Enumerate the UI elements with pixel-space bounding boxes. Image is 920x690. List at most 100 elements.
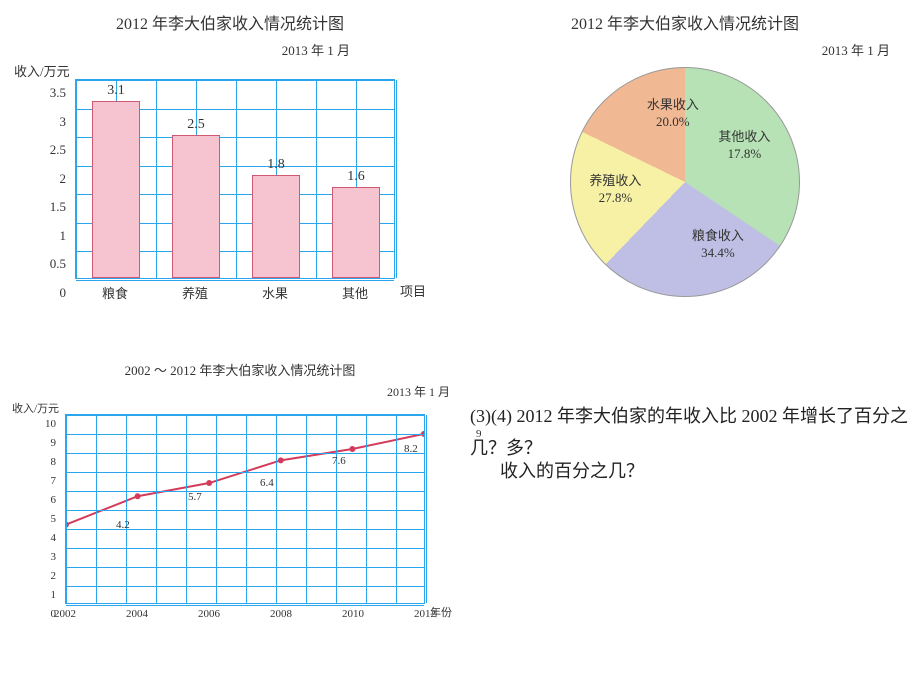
bar-value-label: 1.8 (256, 157, 296, 173)
line-chart-gridline-h (66, 453, 424, 454)
bar-chart-gridline-v (236, 80, 237, 278)
bar-水果 (252, 175, 300, 278)
bar-chart-y-tick-label: 3.5 (20, 85, 66, 101)
line-chart-y-tick-label: 7 (20, 475, 56, 487)
bar-chart-y-tick-label: 3 (20, 114, 66, 130)
question-text-line2: 收入的百分之几？ (500, 455, 920, 487)
bar-chart-gridline-v (316, 80, 317, 278)
bar-chart-y-tick-label: 1 (20, 228, 66, 244)
bar-chart-x-tick-label: 水果 (245, 283, 305, 302)
bar-其他 (332, 187, 380, 278)
line-point-label: 5.7 (188, 491, 202, 503)
pie-slice-pct: 17.8% (728, 146, 762, 161)
line-chart-gridline-v (396, 415, 397, 603)
line-point (135, 493, 141, 499)
line-chart-x-tick-label: 2006 (189, 608, 229, 620)
line-point (349, 446, 355, 452)
bar-chart-panel: 2012 年李大伯家收入情况统计图 2013 年 1 月 收入/万元 3.12.… (20, 10, 440, 307)
line-point-label: 4.2 (116, 519, 130, 531)
line-point (278, 457, 284, 463)
line-chart-gridline-v (426, 415, 427, 603)
pie-slice-pct: 20.0% (656, 114, 690, 129)
pie-chart: 其他收入 17.8% 粮食收入 34.4% 养殖收入 27.8% 水果收入 20.0% (555, 67, 815, 297)
line-chart-title: 2002 ～ 2012 年李大伯家收入情况统计图 (20, 360, 460, 379)
line-chart-y-tick-label: 10 (20, 418, 56, 430)
bar-chart-title: 2012 年李大伯家收入情况统计图 (20, 10, 440, 34)
line-chart-subtitle: 2013 年 1 月 (20, 383, 460, 400)
line-chart-gridline-v (96, 415, 97, 603)
line-chart-gridline-v (336, 415, 337, 603)
bar-value-label: 2.5 (176, 117, 216, 133)
line-chart-gridline-v (366, 415, 367, 603)
bar-chart-y-tick-label: 0 (20, 285, 66, 301)
bar-chart-y-tick-label: 1.5 (20, 199, 66, 215)
line-chart-y-tick-label: 9 (20, 437, 56, 449)
line-chart-gridline-v (276, 415, 277, 603)
pie-slice-name: 养殖收入 (589, 173, 641, 188)
line-chart-gridline-h (66, 415, 424, 416)
bar-chart-x-axis: 粮食 养殖 水果 其他 (75, 281, 395, 303)
line-chart-gridline-h (66, 586, 424, 587)
bar-chart-y-axis: 00.511.522.533.5 (20, 79, 70, 279)
pie-slice-pct: 34.4% (701, 245, 735, 260)
pie-slice-label-其他收入: 其他收入 17.8% (704, 129, 784, 163)
bar-value-label: 1.6 (336, 169, 376, 185)
bar-chart-grid: 3.1 2.5 1.8 1.6 (75, 79, 395, 279)
line-chart-y-axis: 012345678910 (20, 414, 60, 604)
pie-chart-title: 2012 年李大伯家收入情况统计图 (470, 10, 900, 34)
pie-slice-label-粮食收入: 粮食收入 34.4% (678, 228, 758, 262)
line-chart-gridline-h (66, 548, 424, 549)
bar-chart-y-tick-label: 2 (20, 171, 66, 187)
line-chart-gridline-v (246, 415, 247, 603)
line-chart-gridline-v (186, 415, 187, 603)
pie-labels-layer: 其他收入 17.8% 粮食收入 34.4% 养殖收入 27.8% 水果收入 20.0% (555, 67, 815, 297)
line-chart-gridline-h (66, 491, 424, 492)
pie-slice-label-水果收入: 水果收入 20.0% (633, 97, 713, 131)
line-point-label: 6.4 (260, 477, 274, 489)
line-chart-gridline-h (66, 434, 424, 435)
line-chart-x-tick-label: 2002 (45, 608, 85, 620)
bar-养殖 (172, 135, 220, 278)
bar-粮食 (92, 101, 140, 278)
pie-slice-pct: 27.8% (599, 190, 633, 205)
pie-chart-panel: 2012 年李大伯家收入情况统计图 2013 年 1 月 其他收入 17.8% 粮食… (470, 10, 900, 297)
line-chart-panel: 2002 ～ 2012 年李大伯家收入情况统计图 2013 年 1 月 收入/万… (20, 360, 460, 634)
line-chart-y-tick-label: 5 (20, 513, 56, 525)
line-chart-gridline-h (66, 510, 424, 511)
bar-chart-gridline-v (396, 80, 397, 278)
line-point-label: 7.6 (332, 455, 346, 467)
line-chart-gridline-v (66, 415, 67, 603)
bar-chart-y-axis-title: 收入/万元 (14, 61, 70, 80)
line-chart-grid: 4.25.76.47.68.29 (65, 414, 425, 604)
line-chart-x-tick-label: 2004 (117, 608, 157, 620)
line-chart-y-tick-label: 1 (20, 589, 56, 601)
pie-chart-subtitle: 2013 年 1 月 (470, 40, 900, 59)
line-chart-gridline-h (66, 472, 424, 473)
pie-slice-name: 其他收入 (718, 129, 770, 144)
line-chart-y-tick-label: 2 (20, 570, 56, 582)
line-chart-y-tick-label: 6 (20, 494, 56, 506)
bar-chart-x-tick-label: 养殖 (165, 283, 225, 302)
line-chart-gridline-v (216, 415, 217, 603)
bar-chart-x-axis-title: 项目 (400, 281, 426, 300)
bar-value-label: 3.1 (96, 83, 136, 99)
bar-chart-gridline-v (156, 80, 157, 278)
pie-slice-name: 水果收入 (647, 97, 699, 112)
line-chart-y-tick-label: 8 (20, 456, 56, 468)
line-chart-y-tick-label: 4 (20, 532, 56, 544)
pie-slice-name: 粮食收入 (692, 228, 744, 243)
bar-chart-gridline-h (76, 80, 394, 81)
bar-chart-y-tick-label: 2.5 (20, 142, 66, 158)
line-chart-gridline-h (66, 567, 424, 568)
line-point (206, 480, 212, 486)
line-chart-x-axis: 200220042006200820102012 (65, 606, 425, 626)
line-chart-y-tick-label: 3 (20, 551, 56, 563)
line-chart-gridline-v (126, 415, 127, 603)
bar-chart-x-tick-label: 其他 (325, 283, 385, 302)
bar-chart-y-tick-label: 0.5 (20, 256, 66, 272)
line-chart-x-tick-label: 2010 (333, 608, 373, 620)
line-chart-gridline-v (306, 415, 307, 603)
line-chart-x-tick-label: 2008 (261, 608, 301, 620)
bar-chart-x-tick-label: 粮食 (85, 283, 145, 302)
line-chart-x-axis-title: 年份 (430, 604, 452, 620)
